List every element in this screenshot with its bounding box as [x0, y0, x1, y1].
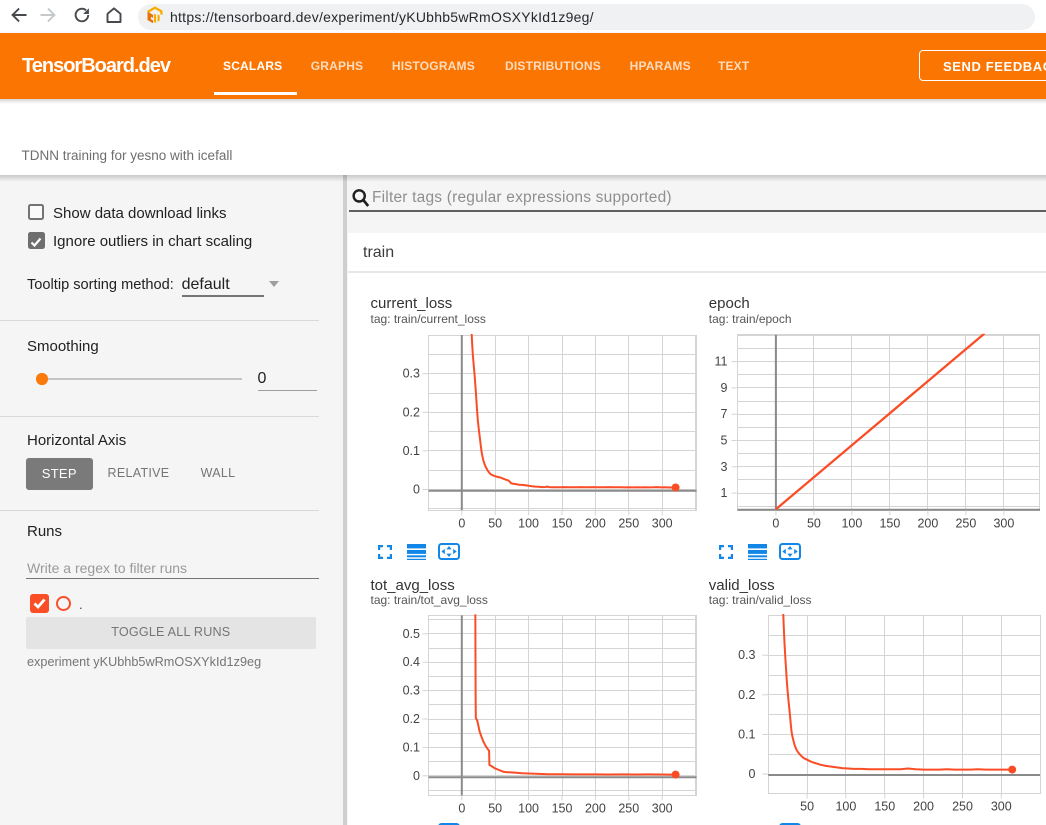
svg-text:11: 11 — [715, 355, 728, 369]
svg-text:50: 50 — [807, 516, 821, 530]
svg-text:100: 100 — [841, 516, 862, 530]
svg-text:150: 150 — [552, 801, 573, 815]
svg-text:0.2: 0.2 — [738, 688, 755, 702]
svg-text:5: 5 — [721, 434, 728, 448]
svg-text:9: 9 — [721, 381, 728, 395]
svg-text:300: 300 — [991, 800, 1012, 814]
svg-text:100: 100 — [518, 801, 539, 815]
svg-text:3: 3 — [721, 460, 728, 474]
svg-text:0: 0 — [458, 516, 465, 530]
svg-text:150: 150 — [552, 516, 573, 530]
svg-text:200: 200 — [585, 516, 606, 530]
svg-text:50: 50 — [488, 516, 502, 530]
svg-text:150: 150 — [874, 800, 895, 814]
svg-text:0.2: 0.2 — [403, 405, 420, 419]
svg-text:300: 300 — [652, 516, 673, 530]
svg-text:0.2: 0.2 — [403, 712, 420, 726]
svg-text:200: 200 — [585, 801, 606, 815]
svg-text:0.3: 0.3 — [403, 684, 420, 698]
svg-text:0.5: 0.5 — [403, 627, 420, 641]
svg-text:0.1: 0.1 — [403, 740, 420, 754]
svg-text:0.1: 0.1 — [403, 444, 420, 458]
svg-text:100: 100 — [835, 800, 856, 814]
svg-text:250: 250 — [618, 516, 639, 530]
svg-text:0: 0 — [413, 483, 420, 497]
svg-text:250: 250 — [618, 801, 639, 815]
svg-text:50: 50 — [800, 800, 814, 814]
svg-text:0.1: 0.1 — [738, 727, 755, 741]
svg-text:0: 0 — [749, 767, 756, 781]
svg-text:150: 150 — [879, 516, 900, 530]
svg-text:0.3: 0.3 — [738, 648, 755, 662]
svg-text:0.3: 0.3 — [403, 367, 420, 381]
svg-text:7: 7 — [721, 407, 728, 421]
svg-text:250: 250 — [955, 516, 976, 530]
svg-text:250: 250 — [952, 800, 973, 814]
svg-text:1: 1 — [721, 486, 728, 500]
svg-text:0: 0 — [772, 516, 779, 530]
svg-text:0: 0 — [458, 801, 465, 815]
svg-text:200: 200 — [917, 516, 938, 530]
svg-text:50: 50 — [488, 801, 502, 815]
svg-text:300: 300 — [993, 516, 1014, 530]
svg-text:200: 200 — [913, 800, 934, 814]
svg-text:0: 0 — [413, 769, 420, 783]
svg-text:0.4: 0.4 — [403, 655, 420, 669]
svg-text:100: 100 — [518, 516, 539, 530]
svg-text:300: 300 — [652, 801, 673, 815]
